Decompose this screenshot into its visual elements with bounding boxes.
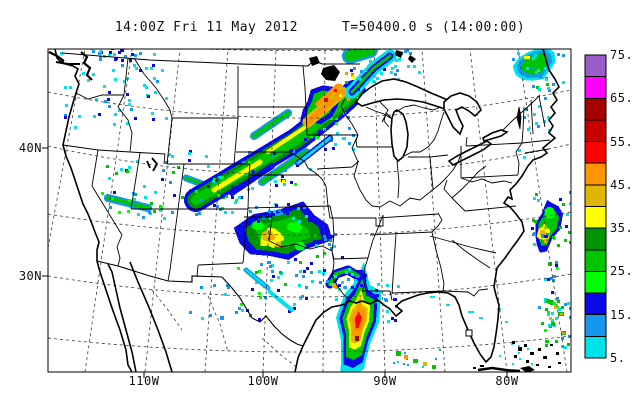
colorbar-tick-label: 55. — [610, 134, 634, 149]
parallel-30n — [48, 273, 571, 298]
mexico-border-3 — [261, 337, 299, 369]
coastlines — [54, 49, 560, 372]
state-lines-plains — [196, 65, 384, 302]
parallel-35n — [48, 211, 571, 236]
lon-tick-label: 80W — [495, 374, 519, 388]
lake-of-the-woods — [309, 56, 320, 66]
florida-keys — [473, 365, 484, 369]
parallel-25n — [48, 335, 571, 353]
colorbar-tick-label: 15. — [610, 307, 634, 322]
lake-michigan — [390, 109, 409, 163]
lakes — [354, 78, 522, 166]
lon-tick-label: 100W — [247, 374, 279, 388]
state-lines-west — [62, 57, 251, 282]
state-lines-south — [361, 179, 517, 301]
lon-tick-label: 90W — [373, 374, 397, 388]
pacific-coast — [54, 49, 100, 261]
colorbar-swatch — [584, 335, 607, 359]
colorbar-tick-label: 75. — [610, 48, 634, 62]
baja-west-coast — [96, 260, 133, 372]
meridian-75w — [517, 49, 568, 372]
colorbar-swatch — [584, 206, 607, 229]
juan-de-fuca-strait — [55, 61, 80, 65]
colorbar-tick-label: 35. — [610, 221, 634, 236]
us-mexico-border — [96, 260, 304, 347]
colorbar-swatch — [584, 141, 607, 164]
colorbar-tick-label: 25. — [610, 264, 634, 279]
vancouver-island — [48, 51, 65, 62]
state-lines-east — [451, 95, 551, 199]
meridian-120w — [48, 49, 86, 249]
lake-superior — [354, 78, 458, 111]
border-49n — [61, 52, 360, 67]
colorbar-swatch — [584, 292, 607, 316]
colorbar-tick-label: 45. — [610, 177, 634, 192]
colorbar-swatch — [584, 162, 607, 186]
colorbar-swatch — [584, 249, 607, 272]
colorbar-swatch — [584, 97, 607, 121]
cuba-coast — [477, 366, 521, 372]
lon-tick-label: 110W — [128, 374, 160, 388]
parallel-40n — [48, 143, 571, 176]
colorbar-tick-label: 65. — [610, 91, 634, 106]
mexico-border-1 — [151, 289, 183, 331]
gulf-atlantic-coast — [302, 49, 560, 364]
meridian-110w — [144, 49, 181, 372]
axis-ticks — [42, 147, 508, 378]
radar-reflectivity-field — [60, 49, 571, 372]
meridian-80w — [469, 49, 508, 372]
colorbar-swatch — [584, 184, 607, 207]
figure-title: 14:00Z Fri 11 May 2012 T=50400.0 s (14:0… — [0, 20, 640, 35]
gulf-california-east — [129, 261, 173, 372]
colorbar-swatch — [584, 314, 607, 337]
red-lake — [321, 65, 340, 81]
mexico-gulf-coast — [294, 345, 304, 372]
black-map-features — [48, 50, 561, 372]
title-model-time: T=50400.0 s (14:00:00) — [342, 20, 526, 35]
state-boundaries — [62, 57, 551, 302]
st-lawrence-river — [501, 94, 541, 132]
lake-ontario — [482, 129, 509, 142]
lake-huron — [443, 92, 482, 136]
colorbar-tick-label: 5. — [610, 351, 626, 365]
great-salt-lake — [146, 157, 159, 172]
puget-sound — [80, 51, 93, 81]
colorbar — [584, 54, 607, 359]
colorbar-swatch — [584, 270, 607, 294]
mexico-state-borders — [151, 289, 299, 369]
lake-champlain — [516, 106, 522, 130]
colorbar-swatch — [584, 119, 607, 143]
meridian-105w — [204, 49, 229, 372]
baja-gulf-coast — [107, 263, 137, 372]
canada-border — [61, 52, 541, 132]
colorbar-swatch — [584, 54, 607, 78]
canada-small-lakes — [395, 50, 416, 63]
mexico-border-2 — [207, 295, 229, 353]
state-lines-midwest — [340, 98, 462, 208]
lat-tick-label: 40N — [18, 141, 42, 155]
colorbar-swatch — [584, 227, 607, 251]
colorbar-swatch — [584, 76, 607, 99]
title-datetime: 14:00Z Fri 11 May 2012 — [114, 20, 298, 35]
lake-okeechobee — [465, 329, 473, 337]
lat-tick-label: 30N — [18, 269, 42, 283]
cuba-blob — [520, 366, 535, 372]
parallel-45n — [48, 89, 571, 119]
meridian-115w — [84, 49, 133, 372]
map-frame — [47, 48, 572, 373]
